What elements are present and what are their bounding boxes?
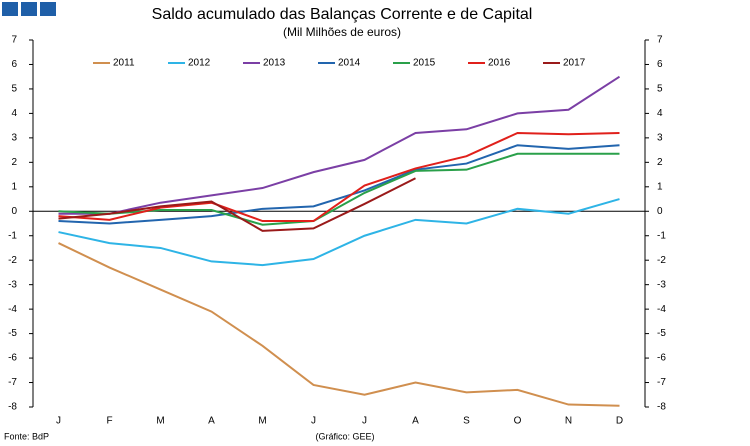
x-tick-label: F xyxy=(106,416,112,427)
chart-title: Saldo acumulado das Balanças Corrente e … xyxy=(152,6,533,23)
legend-label: 2011 xyxy=(113,58,135,69)
x-tick-label: S xyxy=(463,416,470,427)
y2-tick-label: 3 xyxy=(657,133,663,144)
y2-tick-label: -4 xyxy=(657,304,666,315)
y-tick-label: 1 xyxy=(11,181,17,192)
y-tick-label: -4 xyxy=(8,304,17,315)
y2-tick-label: 1 xyxy=(657,181,663,192)
y2-tick-label: -7 xyxy=(657,377,666,388)
y2-tick-label: -3 xyxy=(657,279,666,290)
x-tick-label: J xyxy=(362,416,367,427)
series-line xyxy=(58,131,620,223)
y-tick-label: -8 xyxy=(8,402,17,413)
x-tick-label: D xyxy=(616,416,623,427)
legend-label: 2013 xyxy=(263,58,286,69)
series-line xyxy=(58,75,621,215)
y2-tick-label: 7 xyxy=(657,35,663,46)
series-line xyxy=(58,177,416,232)
series-line xyxy=(58,242,620,407)
y-tick-label: 5 xyxy=(11,84,17,95)
x-tick-label: A xyxy=(208,416,215,427)
source: Fonte: BdP xyxy=(4,431,49,441)
y2-tick-label: 6 xyxy=(657,59,663,70)
x-tick-label: O xyxy=(514,416,522,427)
logo-square xyxy=(40,2,56,16)
logo-square xyxy=(21,2,37,16)
logo-square xyxy=(2,2,18,16)
y-tick-label: -3 xyxy=(8,279,17,290)
y-tick-label: -6 xyxy=(8,353,17,364)
x-tick-label: N xyxy=(565,416,572,427)
y2-tick-label: -1 xyxy=(657,230,666,241)
legend-label: 2015 xyxy=(413,58,436,69)
legend-label: 2012 xyxy=(188,58,211,69)
y2-tick-label: -8 xyxy=(657,402,666,413)
legend-label: 2017 xyxy=(563,58,586,69)
y-tick-label: -1 xyxy=(8,230,17,241)
y-tick-label: -7 xyxy=(8,377,17,388)
x-tick-label: A xyxy=(412,416,419,427)
x-tick-label: M xyxy=(156,416,164,427)
y2-tick-label: -2 xyxy=(657,255,666,266)
y-tick-label: -2 xyxy=(8,255,17,266)
y2-tick-label: 2 xyxy=(657,157,663,168)
y2-tick-label: -6 xyxy=(657,353,666,364)
y-tick-label: 3 xyxy=(11,133,17,144)
x-tick-label: M xyxy=(258,416,266,427)
series-line xyxy=(58,198,620,267)
series-line xyxy=(58,144,620,225)
y-tick-label: 4 xyxy=(11,108,17,119)
y2-tick-label: -5 xyxy=(657,328,666,339)
x-tick-label: J xyxy=(56,416,61,427)
y-tick-label: 0 xyxy=(11,206,17,217)
credit: (Gráfico: GEE) xyxy=(315,431,374,441)
y-tick-label: 6 xyxy=(11,59,17,70)
y2-tick-label: 0 xyxy=(657,206,663,217)
legend-label: 2014 xyxy=(338,58,361,69)
y-tick-label: 2 xyxy=(11,157,17,168)
y-tick-label: -5 xyxy=(8,328,17,339)
y-tick-label: 7 xyxy=(11,35,17,46)
y2-tick-label: 5 xyxy=(657,84,663,95)
x-tick-label: J xyxy=(311,416,316,427)
y2-tick-label: 4 xyxy=(657,108,663,119)
series-line xyxy=(58,152,620,226)
chart-subtitle: (Mil Milhões de euros) xyxy=(283,25,401,39)
legend-label: 2016 xyxy=(488,58,511,69)
